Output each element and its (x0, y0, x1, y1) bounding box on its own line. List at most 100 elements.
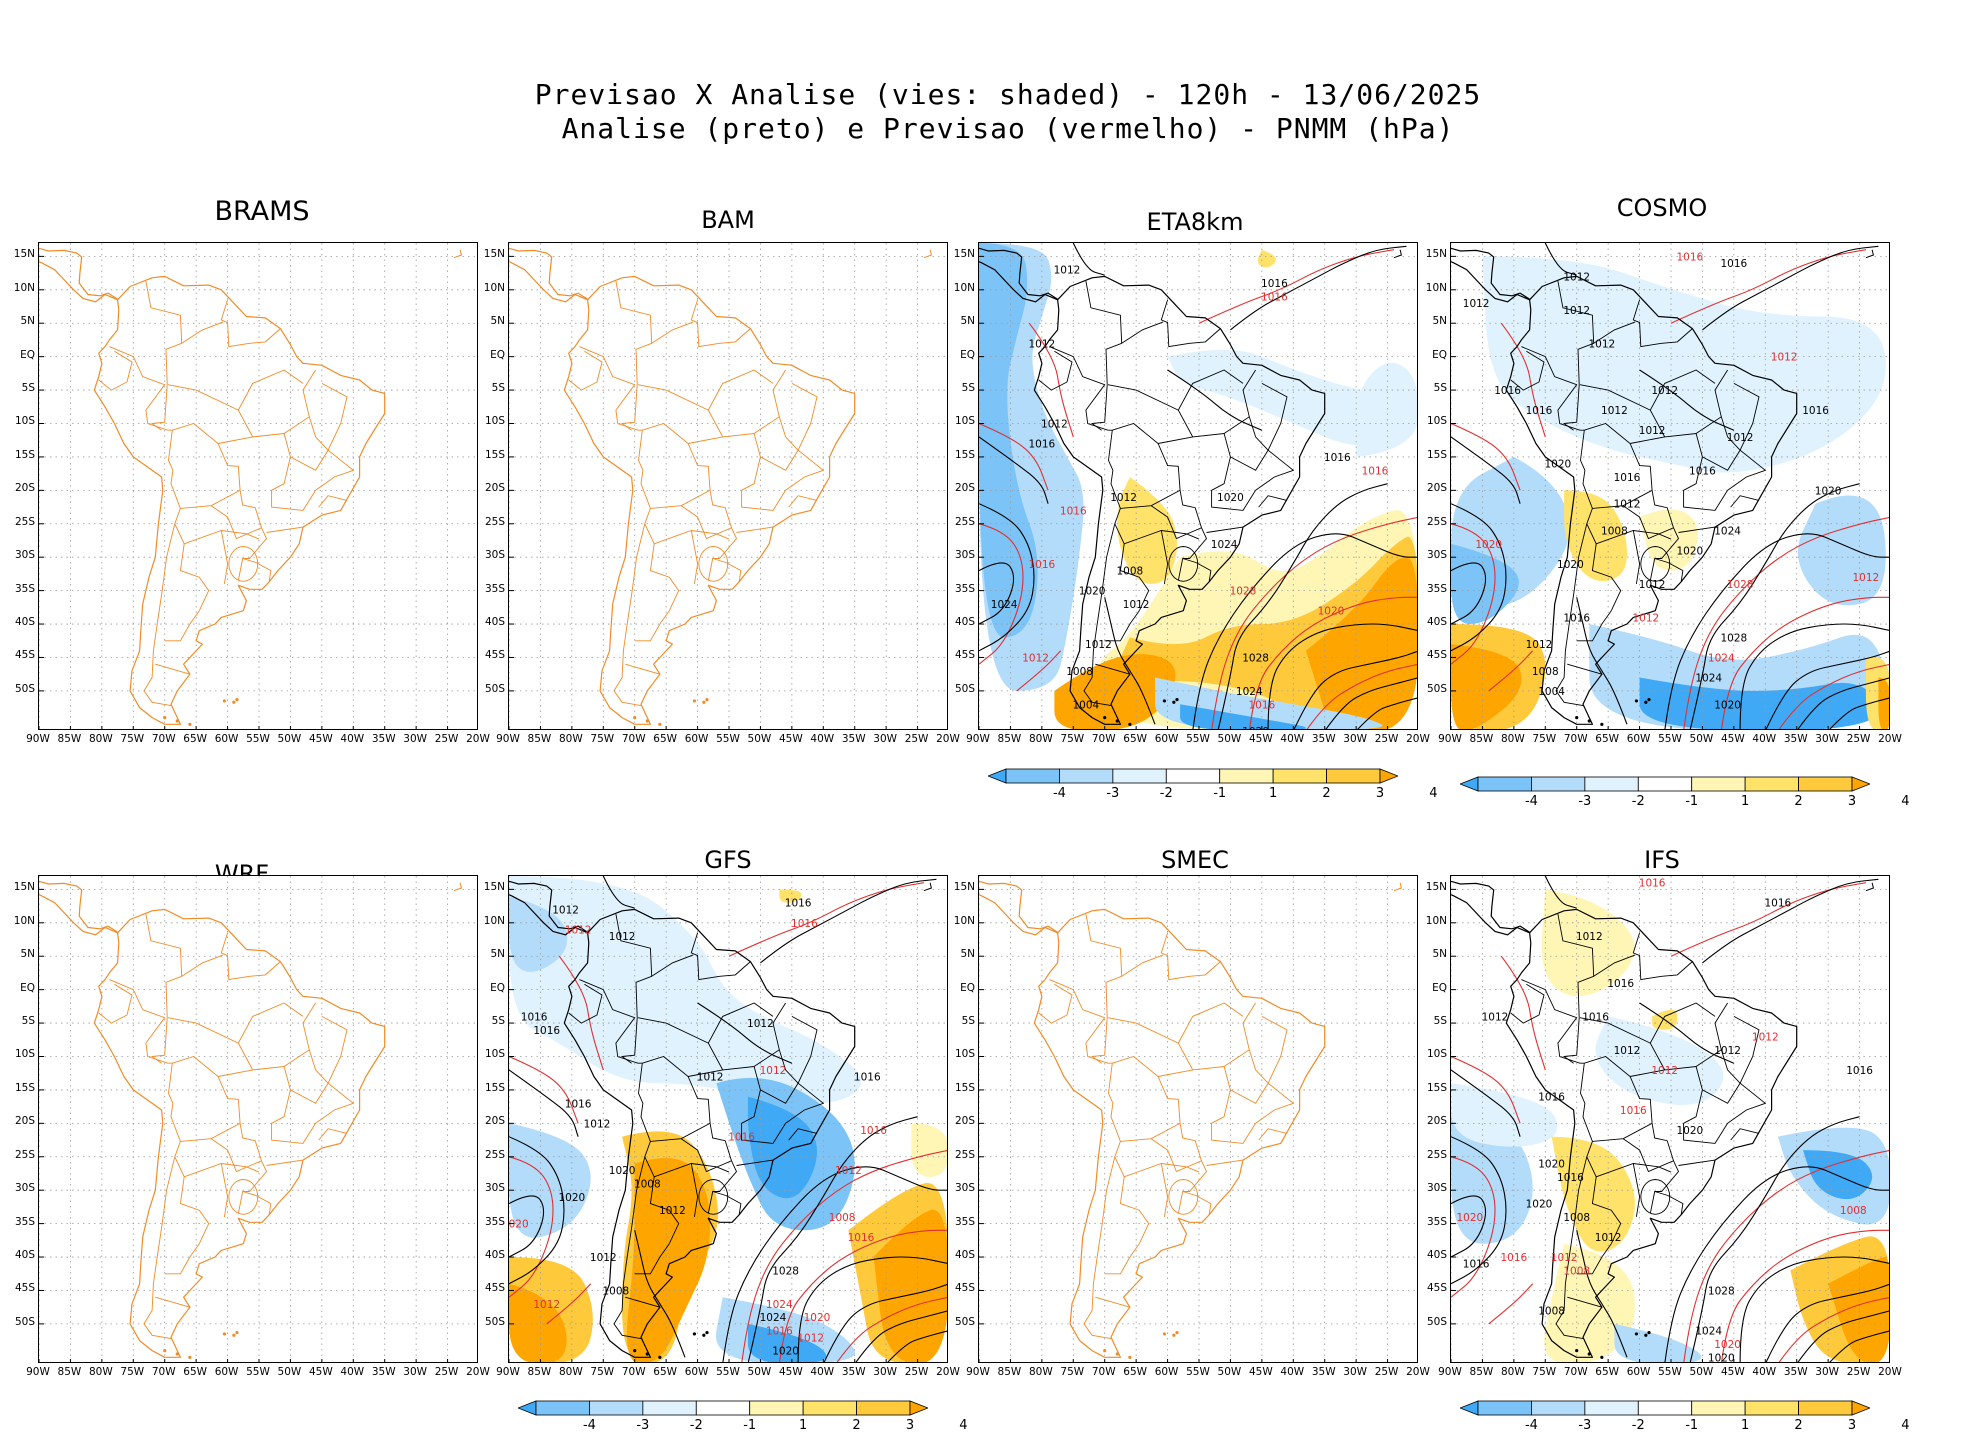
map-panel-ifs: 1016 1016 1012 1016 1012 1016 1012 1012 1012 1012… (1450, 875, 1890, 1363)
map-canvas-wrf (39, 876, 477, 1362)
lon-tick-label: 20W (936, 1366, 960, 1378)
colorbar-box (1744, 776, 1799, 792)
map-canvas-ifs: 1016 1016 1012 1016 1012 1016 1012 1012 1012 1012… (1451, 876, 1889, 1362)
analysis-isobar (602, 876, 635, 909)
country-border (1678, 526, 1716, 533)
country-border (1160, 299, 1221, 348)
island (1103, 716, 1107, 720)
analysis-isobar (509, 1136, 565, 1285)
analysis-isobar (1072, 243, 1105, 276)
analysis-isobar (1664, 1166, 1889, 1362)
lat-tick-label: 15N (13, 248, 35, 261)
lon-tick-label: 35W (841, 1366, 866, 1378)
colorbar-tick-label: -3 (1578, 794, 1592, 809)
forecast-isobar (1028, 322, 1074, 438)
forecast-isobar (1670, 249, 1866, 324)
country-border (221, 530, 260, 540)
analysis-isobar (1325, 677, 1417, 729)
bias-shade-7 (1803, 1150, 1873, 1200)
forecast-isobar (1500, 955, 1546, 1071)
island (1172, 700, 1176, 704)
colorbar-box (695, 1400, 751, 1416)
lon-tick-label: 25W (434, 1366, 459, 1378)
forecast-isobar (1778, 664, 1889, 729)
country-border (788, 1128, 818, 1141)
forecast-isobar (728, 882, 924, 957)
country-border (1510, 983, 1545, 1024)
island (1175, 697, 1179, 702)
lon-tick-label: 85W (57, 1366, 82, 1378)
analysis-isobar (1664, 533, 1889, 729)
island (658, 722, 662, 726)
lon-tick-label: 20W (466, 733, 490, 745)
country-border (1521, 346, 1585, 431)
bias-shade-1 (979, 243, 1038, 638)
country-border (1108, 422, 1181, 509)
colorbar-tick-label: 3 (905, 1418, 915, 1433)
country-border (109, 346, 173, 431)
bias-shade-0 (1482, 256, 1886, 473)
lat-tick-label: 5N (490, 948, 505, 961)
bias-shade-10 (747, 1323, 827, 1362)
lon-tick-label: 20W (1406, 1366, 1430, 1378)
isobar-label: 1016 (785, 898, 812, 910)
lon-tick-label: 75W (1060, 733, 1085, 745)
analysis-isobar (1739, 1256, 1889, 1362)
isobar-label: 1016 (1362, 465, 1389, 477)
isobar-label: 1020 (804, 1312, 831, 1324)
bias-shade-6 (626, 1158, 711, 1362)
lon-tick-label: 55W (716, 1366, 740, 1378)
title-line-2: Analise (preto) e Previsao (vermelho) - … (561, 112, 1455, 145)
isobar-label: 1012 (1576, 931, 1603, 943)
colorbar-tick-label: -4 (582, 1418, 596, 1433)
country-border (266, 526, 304, 533)
isobar-label: 1024 (1695, 1326, 1722, 1338)
lat-tick-label: 40S (954, 1249, 975, 1262)
country-border (1038, 983, 1073, 1024)
lat-tick-label: 35S (484, 1215, 505, 1228)
lon-tick-label: 30W (1815, 733, 1840, 745)
isobar-label: 1020 (1544, 459, 1571, 471)
country-border (1555, 508, 1593, 707)
lon-tick-label: 80W (88, 733, 113, 745)
lat-tick-label: EQ (960, 981, 975, 994)
country-border (1649, 1002, 1716, 1071)
colorbar-tick-row: -4 -3 -2 -1 1 2 3 4 (518, 1418, 968, 1436)
isobar-label: 1012 (797, 1332, 824, 1344)
lon-tick-label: 60W (1626, 1366, 1651, 1378)
lon-tick-label: 45W (308, 1366, 333, 1378)
lat-tick-label: 5S (1433, 382, 1447, 395)
country-border (707, 527, 738, 581)
coastline-central-america-pacific (509, 894, 588, 936)
isobar-label: 1016 (854, 1072, 881, 1084)
lat-tick-label: 10S (14, 1048, 35, 1061)
analysis-isobar (797, 1256, 947, 1362)
country-border (613, 1141, 651, 1340)
colorbar-box (589, 1400, 644, 1416)
analysis-isobar (1267, 623, 1417, 729)
forecast-isobar (1451, 422, 1521, 491)
island (1175, 1330, 1179, 1335)
lagoon (1640, 546, 1671, 582)
lat-tick-label: 20S (1426, 482, 1447, 495)
analysis-isobar (1829, 697, 1889, 729)
colorbar-box (1112, 768, 1167, 784)
lat-tick-label: 20S (1426, 1115, 1447, 1128)
cape-verde (1865, 882, 1874, 892)
coastline-central-america-caribbean (39, 880, 118, 933)
analysis-isobar (1765, 650, 1889, 729)
lagoon (1640, 1179, 1671, 1215)
lon-tick-label: 75W (120, 733, 145, 745)
isobar-label: 1012 (1482, 1011, 1509, 1023)
country-border (649, 1176, 680, 1244)
cape-verde (1393, 882, 1402, 892)
lat-tick-label: EQ (490, 981, 505, 994)
lat-tick-label: 30S (954, 549, 975, 562)
country-border (150, 1017, 168, 1064)
island (645, 1352, 649, 1356)
lat-tick-label: 10S (484, 415, 505, 428)
isobar-label: 1012 (1110, 492, 1137, 504)
coastline-central-america-pacific (509, 261, 588, 303)
country-border (688, 433, 786, 511)
lon-tick-label: 70W (1563, 733, 1588, 745)
